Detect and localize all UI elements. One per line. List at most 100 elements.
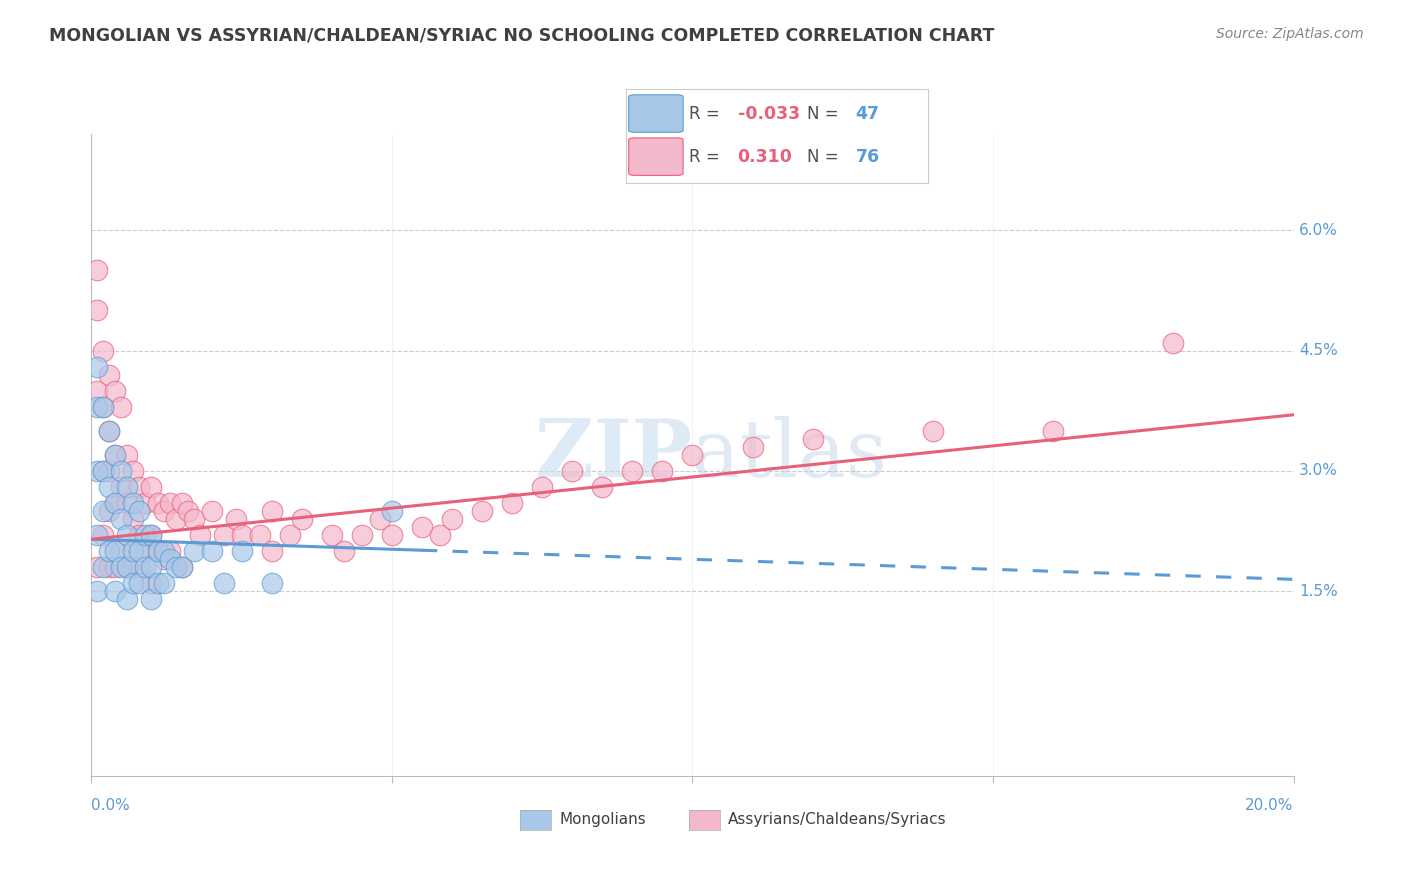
Point (1161, 335, 1184, 350)
Point (146, 496, 169, 510)
Text: Assyrians/Chaldeans/Syriacs: Assyrians/Chaldeans/Syriacs (728, 813, 946, 827)
Point (381, 528, 404, 542)
Point (471, 504, 494, 518)
Point (170, 496, 193, 510)
Point (159, 496, 181, 510)
Point (159, 552, 181, 566)
Point (122, 512, 145, 526)
Point (93, 400, 115, 414)
Point (681, 448, 703, 462)
Point (122, 496, 145, 510)
Point (104, 496, 127, 510)
Point (183, 512, 205, 526)
Point (86, 464, 108, 478)
Point (104, 448, 127, 462)
Point (110, 464, 132, 478)
Point (141, 480, 163, 494)
Point (260, 504, 283, 518)
Point (165, 560, 187, 574)
Text: 6.0%: 6.0% (1299, 223, 1339, 237)
Text: 4.5%: 4.5% (1299, 343, 1339, 358)
Point (104, 544, 127, 558)
Point (411, 520, 433, 534)
Point (152, 544, 174, 558)
Point (561, 464, 583, 478)
Text: 3.0%: 3.0% (1299, 464, 1339, 478)
Point (165, 512, 187, 526)
Text: N =: N = (807, 104, 844, 122)
Point (98, 368, 121, 382)
Point (231, 528, 253, 542)
Point (86, 303, 108, 318)
Point (110, 560, 132, 574)
Point (117, 592, 139, 607)
Point (159, 544, 181, 558)
Point (110, 512, 132, 526)
Point (146, 544, 169, 558)
Point (176, 504, 198, 518)
Point (260, 576, 283, 591)
Point (212, 528, 235, 542)
Point (117, 448, 139, 462)
Text: 0.0%: 0.0% (91, 798, 131, 814)
Point (381, 504, 404, 518)
Point (501, 496, 523, 510)
Text: N =: N = (807, 148, 844, 166)
Point (110, 400, 132, 414)
Text: Mongolians: Mongolians (560, 813, 647, 827)
Point (141, 576, 163, 591)
Point (93, 464, 115, 478)
Point (117, 560, 139, 574)
Point (128, 544, 150, 558)
Point (333, 544, 356, 558)
Point (134, 528, 156, 542)
Point (117, 528, 139, 542)
Point (122, 464, 145, 478)
Text: ZIP: ZIP (536, 416, 692, 494)
Point (212, 576, 235, 591)
Point (86, 384, 108, 398)
Point (98, 464, 121, 478)
Point (141, 528, 163, 542)
Point (201, 504, 224, 518)
Point (98, 424, 121, 438)
Point (93, 400, 115, 414)
Point (141, 528, 163, 542)
Point (93, 343, 115, 358)
Point (86, 528, 108, 542)
Point (122, 544, 145, 558)
Point (170, 560, 193, 574)
Text: 0.310: 0.310 (738, 148, 793, 166)
Point (98, 544, 121, 558)
Point (231, 544, 253, 558)
Point (93, 464, 115, 478)
Point (1042, 424, 1064, 438)
Text: MONGOLIAN VS ASSYRIAN/CHALDEAN/SYRIAC NO SCHOOLING COMPLETED CORRELATION CHART: MONGOLIAN VS ASSYRIAN/CHALDEAN/SYRIAC NO… (49, 27, 994, 45)
Point (134, 544, 156, 558)
Point (93, 560, 115, 574)
Point (128, 560, 150, 574)
Point (188, 528, 211, 542)
Point (98, 504, 121, 518)
Point (134, 560, 156, 574)
Point (368, 512, 391, 526)
Text: 1.5%: 1.5% (1299, 584, 1339, 599)
Point (117, 496, 139, 510)
Text: atlas: atlas (692, 416, 887, 494)
Point (86, 560, 108, 574)
Point (170, 560, 193, 574)
Point (260, 544, 283, 558)
Point (104, 496, 127, 510)
Point (141, 592, 163, 607)
FancyBboxPatch shape (628, 138, 683, 176)
Text: 20.0%: 20.0% (1246, 798, 1294, 814)
Point (110, 480, 132, 494)
Point (104, 448, 127, 462)
Point (104, 560, 127, 574)
Text: R =: R = (689, 104, 725, 122)
Point (98, 560, 121, 574)
Point (86, 584, 108, 599)
Point (531, 480, 554, 494)
Point (183, 544, 205, 558)
Point (591, 480, 613, 494)
